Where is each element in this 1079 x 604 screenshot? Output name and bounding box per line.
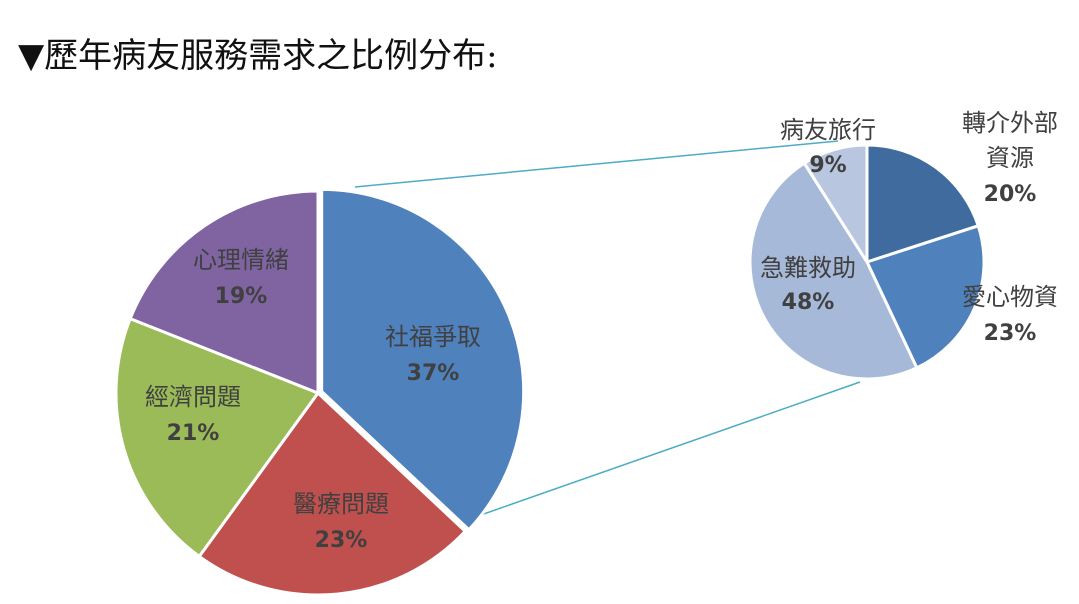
secondary-pie-slice-2 [865, 224, 986, 370]
main-pie [114, 187, 526, 597]
secondary-pie-value-1: 20% [984, 182, 1037, 207]
connector-line-top [354, 140, 839, 188]
main-pie-slice-3 [114, 317, 320, 558]
main-pie-slice-2 [197, 391, 467, 597]
secondary-pie-slice-3 [748, 161, 919, 381]
secondary-pie-label-4: 病友旅行 [780, 116, 876, 144]
main-pie-value-3: 21% [167, 421, 220, 446]
secondary-pie-slice-4 [802, 143, 869, 264]
main-pie-slice-4 [128, 189, 320, 395]
secondary-pie-label-2: 愛心物資 [962, 283, 1058, 311]
main-pie-label-2: 醫療問題 [293, 490, 389, 518]
secondary-pie-label-1-line-2: 資源 [986, 144, 1034, 172]
main-pie-value-1: 37% [407, 361, 460, 386]
main-pie-label-1: 社福爭取 [385, 323, 481, 351]
secondary-pie-value-2: 23% [984, 321, 1037, 346]
secondary-pie-label-3: 急難救助 [760, 254, 856, 282]
connector-line-bottom [477, 381, 861, 517]
main-pie-label-4: 心理情緒 [193, 246, 289, 274]
main-pie-value-2: 23% [315, 528, 368, 553]
main-pie-value-4: 19% [215, 284, 268, 309]
chart-heading: ▼歷年病友服務需求之比例分布: [18, 36, 498, 76]
secondary-pie-label-1-line-1: 轉介外部 [962, 109, 1058, 137]
secondary-pie-value-4: 9% [809, 153, 846, 178]
secondary-pie [748, 143, 986, 381]
secondary-pie-value-3: 48% [782, 290, 835, 315]
main-pie-slice-1 [320, 187, 526, 532]
main-pie-label-3: 經濟問題 [145, 383, 241, 411]
secondary-pie-slice-1 [865, 143, 980, 264]
